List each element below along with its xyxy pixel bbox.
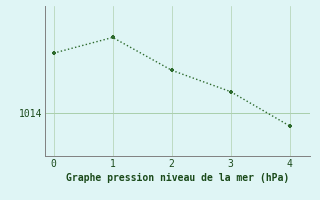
X-axis label: Graphe pression niveau de la mer (hPa): Graphe pression niveau de la mer (hPa) (66, 173, 289, 183)
